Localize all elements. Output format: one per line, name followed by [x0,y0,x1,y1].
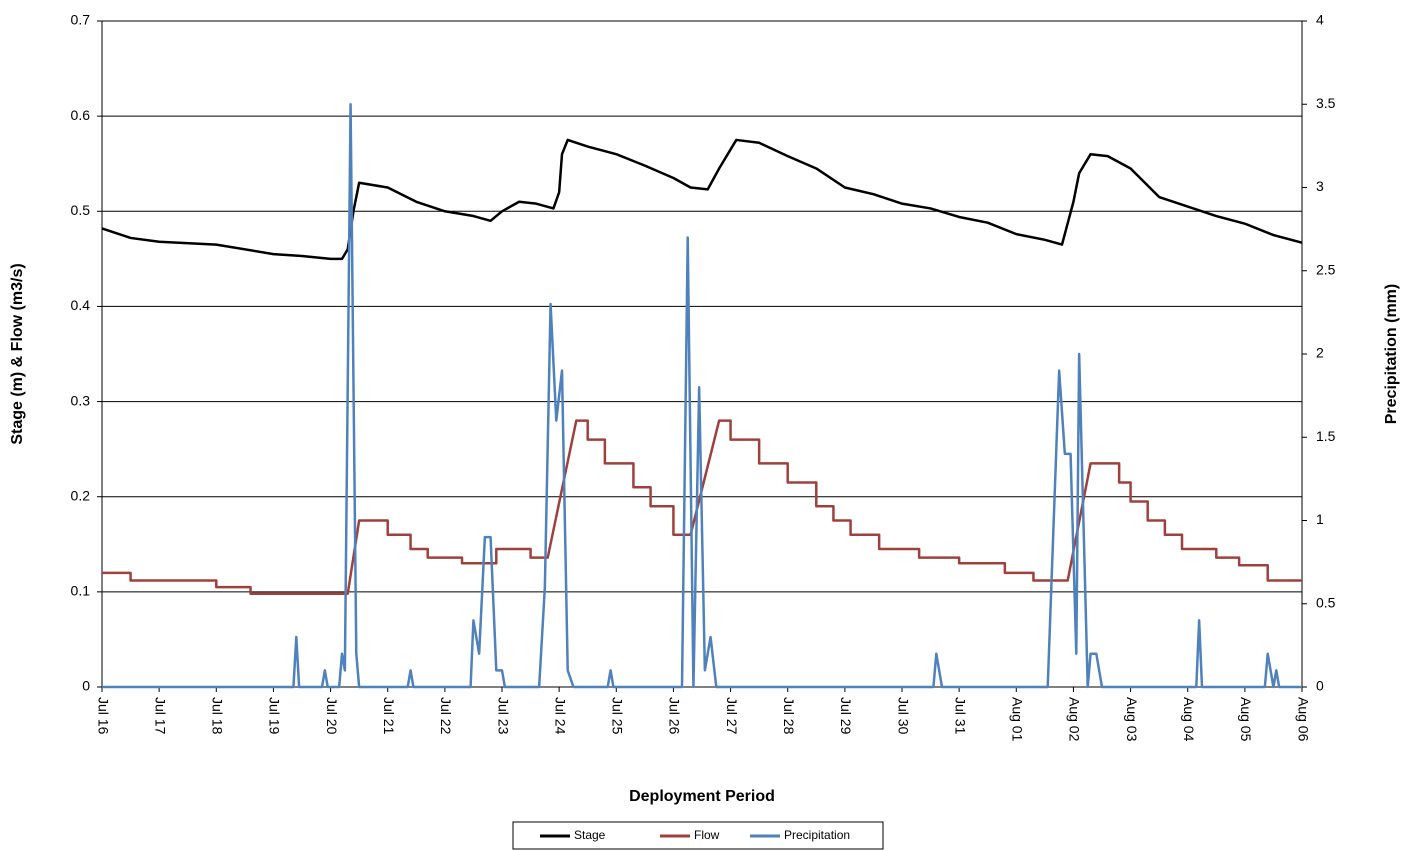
x-tick-label: Jul 31 [952,697,968,735]
x-tick-label: Aug 06 [1295,697,1311,742]
y-tick-label: 0.3 [71,392,91,408]
x-tick-label: Jul 20 [324,697,340,735]
y2-tick-label: 3.5 [1316,95,1336,111]
x-tick-label: Jul 16 [95,697,111,735]
x-tick-label: Aug 03 [1124,697,1140,742]
x-tick-label: Jul 21 [381,697,397,735]
x-tick-label: Jul 19 [267,697,283,735]
x-tick-label: Aug 02 [1067,697,1083,742]
x-tick-label: Aug 05 [1238,697,1254,742]
y2-tick-label: 1 [1316,511,1324,527]
y2-tick-label: 3 [1316,178,1324,194]
y-tick-label: 0.1 [71,583,91,599]
y2-tick-label: 1.5 [1316,428,1336,444]
legend-label: Stage [574,828,606,842]
x-tick-label: Aug 04 [1181,697,1197,742]
y2-axis-title: Precipitation (mm) [1383,284,1400,424]
x-tick-label: Jul 18 [210,697,226,735]
y2-tick-label: 2 [1316,345,1324,361]
legend-label: Flow [694,828,720,842]
x-tick-label: Jul 30 [895,697,911,735]
x-tick-label: Jul 17 [152,697,168,735]
y2-tick-label: 2.5 [1316,261,1336,277]
x-tick-label: Jul 23 [495,697,511,735]
series-line [102,419,1302,596]
y-tick-label: 0.2 [71,487,91,503]
y-tick-label: 0.7 [71,12,91,28]
x-tick-label: Jul 27 [724,697,740,735]
y-tick-label: 0.5 [71,202,91,218]
x-tick-label: Aug 01 [1010,697,1026,742]
legend-box [512,821,884,850]
y-tick-label: 0.4 [71,297,91,313]
x-tick-label: Jul 25 [610,697,626,735]
x-tick-label: Jul 24 [552,697,568,735]
series-line [101,138,1303,261]
y2-tick-label: 0 [1316,678,1324,694]
y-axis-title: Stage (m) & Flow (m3/s) [9,263,26,444]
legend-label: Precipitation [784,828,850,842]
y2-tick-label: 4 [1316,12,1324,28]
series-line [102,103,1302,689]
x-tick-label: Jul 29 [838,697,854,735]
x-axis-title: Deployment Period [629,788,775,805]
x-tick-label: Jul 28 [781,697,797,735]
x-tick-label: Jul 26 [667,697,683,735]
y2-tick-label: 0.5 [1316,594,1336,610]
x-tick-label: Jul 22 [438,697,454,735]
y-tick-label: 0 [82,678,90,694]
y-tick-label: 0.6 [71,107,91,123]
